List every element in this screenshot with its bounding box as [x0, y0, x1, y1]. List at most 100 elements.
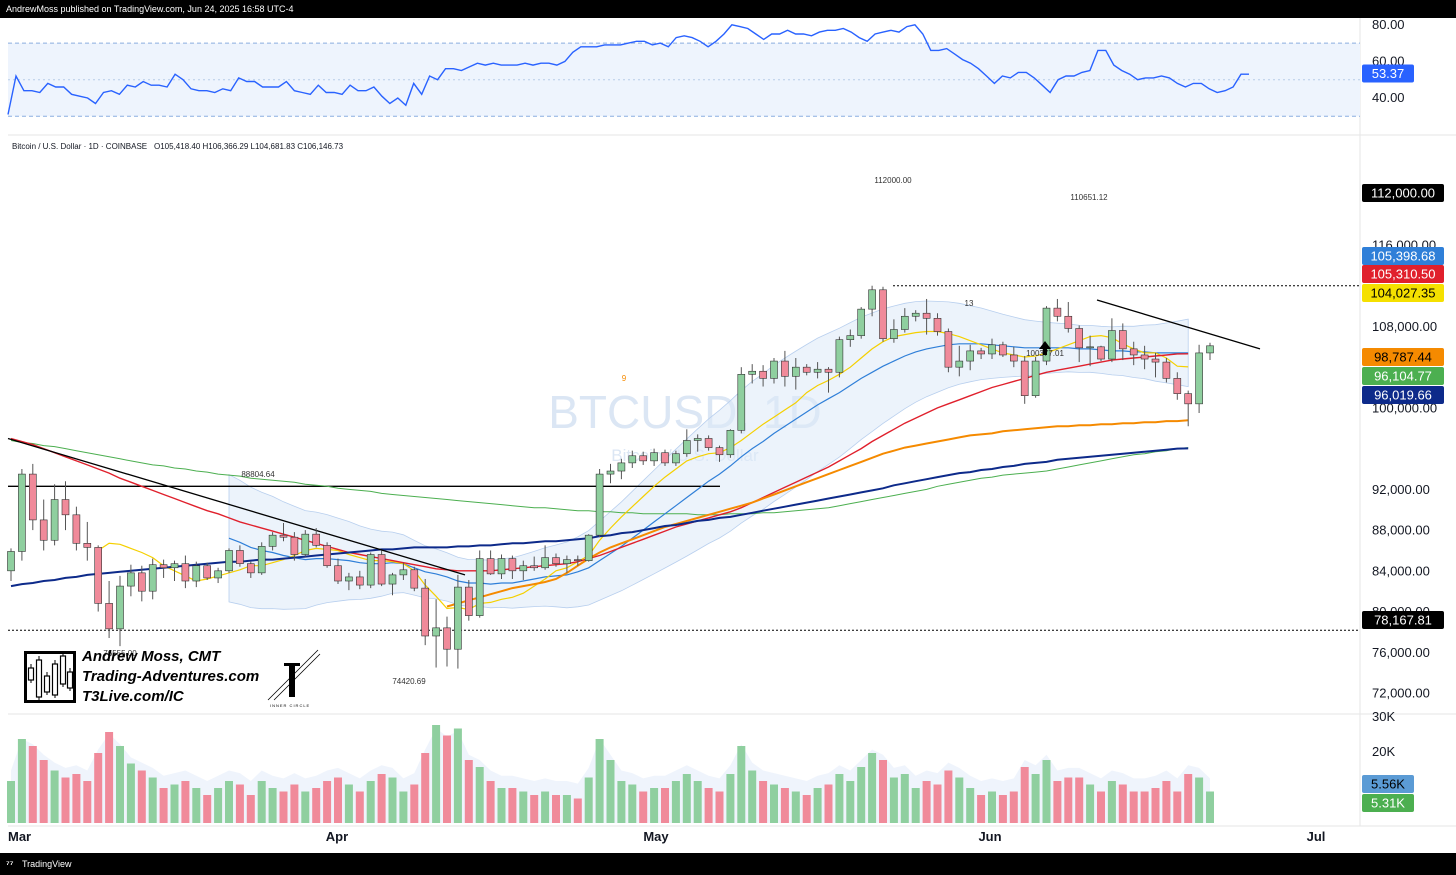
price-badge-label: 105,310.50: [1370, 267, 1435, 282]
brand-site: Trading-Adventures.com: [82, 668, 260, 685]
volume-bar-up: [225, 781, 233, 823]
volume-bar-down: [159, 788, 168, 823]
candle-down: [715, 447, 724, 456]
low-annotation-april: 74420.69: [392, 677, 426, 686]
volume-bar-up: [562, 795, 571, 823]
volume-bar-down: [802, 795, 811, 823]
candle-up: [1195, 352, 1203, 405]
volume-bar-down: [661, 788, 669, 823]
price-badge: [1362, 386, 1444, 404]
price-badge: [1362, 348, 1444, 366]
price-tick-label: 108,000.00: [1372, 319, 1437, 334]
candle-down: [1020, 360, 1029, 396]
volume-bar-down: [61, 777, 70, 823]
volume-bar-up: [671, 781, 680, 823]
volume-bar-up: [682, 774, 691, 823]
candle-down: [933, 318, 942, 332]
candle-up: [454, 586, 462, 650]
high-annotation: 112000.00: [874, 176, 912, 185]
candle-down: [639, 455, 648, 462]
candle-down: [355, 576, 364, 586]
candle-up: [650, 452, 658, 462]
candle-down: [922, 312, 931, 319]
volume-bar-down: [486, 781, 495, 823]
branding-logo: [24, 651, 76, 703]
volume-badge-label: 5.56K: [1371, 777, 1405, 792]
volume-bar-up: [988, 791, 996, 823]
volume-bar-down: [83, 781, 92, 823]
logo-candle-body: [51, 663, 59, 696]
inner-circle-stroke: [273, 653, 321, 701]
candle-up: [7, 551, 15, 572]
volume-bar-down: [508, 788, 517, 823]
candle-up: [214, 570, 222, 579]
volume-bar-down: [246, 795, 255, 823]
candle-up: [366, 554, 375, 586]
candle-up: [628, 455, 637, 464]
candle-down: [661, 452, 669, 464]
candle-down: [159, 564, 168, 569]
candle-up: [257, 546, 266, 574]
candle-down: [410, 569, 419, 589]
price-tick-label: 76,000.00: [1372, 645, 1430, 660]
volume-bar-up: [846, 781, 855, 823]
price-badge-label: 96,104.77: [1374, 369, 1432, 384]
volume-bar-up: [1107, 781, 1116, 823]
candle-down: [1184, 393, 1192, 405]
ma20-line: [228, 343, 1189, 585]
candle-up: [846, 335, 855, 340]
volume-bar-up: [7, 781, 15, 823]
volume-bar-down: [377, 774, 386, 823]
price-badge-label: 78,167.81: [1374, 613, 1432, 628]
tradingview-brand: TradingView: [22, 859, 72, 869]
volume-bar-down: [1118, 784, 1127, 823]
time-tick-label: Apr: [326, 829, 348, 844]
volume-bar-up: [497, 788, 506, 823]
candle-up: [50, 499, 59, 541]
volume-bar-up: [366, 781, 375, 823]
candle-up: [475, 558, 484, 616]
price-badge-label: 98,787.44: [1374, 350, 1432, 365]
rsi-last-label: 53.37: [1372, 66, 1405, 81]
volume-bar-down: [998, 795, 1007, 823]
candle-down: [573, 559, 582, 561]
candle-down: [1140, 354, 1149, 360]
time-tick-label: Jul: [1307, 829, 1326, 844]
candle-up: [835, 339, 844, 373]
volume-bar-up: [432, 725, 441, 823]
volume-bar-up: [1195, 777, 1204, 823]
candle-up: [770, 360, 778, 379]
logo-candle-body: [43, 675, 51, 693]
symbol-title: Bitcoin / U.S. Dollar · 1D · COINBASE: [12, 142, 147, 151]
volume-bar-up: [868, 753, 877, 823]
candle-up: [519, 565, 528, 572]
price-badge-label: 112,000.00: [1371, 186, 1435, 201]
candle-down: [999, 344, 1007, 356]
volume-bar-down: [944, 770, 953, 823]
volume-bar-down: [312, 788, 321, 823]
volume-bar-up: [541, 791, 550, 823]
volume-bar-down: [1064, 777, 1073, 823]
volume-bar-up: [50, 770, 59, 823]
volume-bar-up: [388, 777, 397, 823]
volume-bar-down: [704, 788, 713, 823]
candle-down: [323, 545, 331, 567]
candle-down: [1064, 315, 1073, 329]
candle-down: [1119, 330, 1127, 350]
volume-bar-down: [1009, 791, 1018, 823]
candle-up: [1031, 360, 1040, 396]
volume-bar-down: [39, 760, 48, 823]
volume-bar-down: [137, 770, 146, 823]
brand-ic: T3Live.com/IC: [82, 688, 184, 705]
candle-down: [802, 366, 811, 373]
volume-bar-down: [355, 791, 364, 823]
candle-up: [1206, 345, 1214, 354]
candle-up: [301, 533, 310, 555]
volume-bar-down: [72, 774, 81, 823]
candle-up: [672, 453, 680, 464]
volume-bar-up: [1206, 791, 1214, 823]
candle-down: [39, 519, 48, 541]
volume-bar-down: [1151, 788, 1160, 823]
candle-down: [1097, 346, 1105, 360]
